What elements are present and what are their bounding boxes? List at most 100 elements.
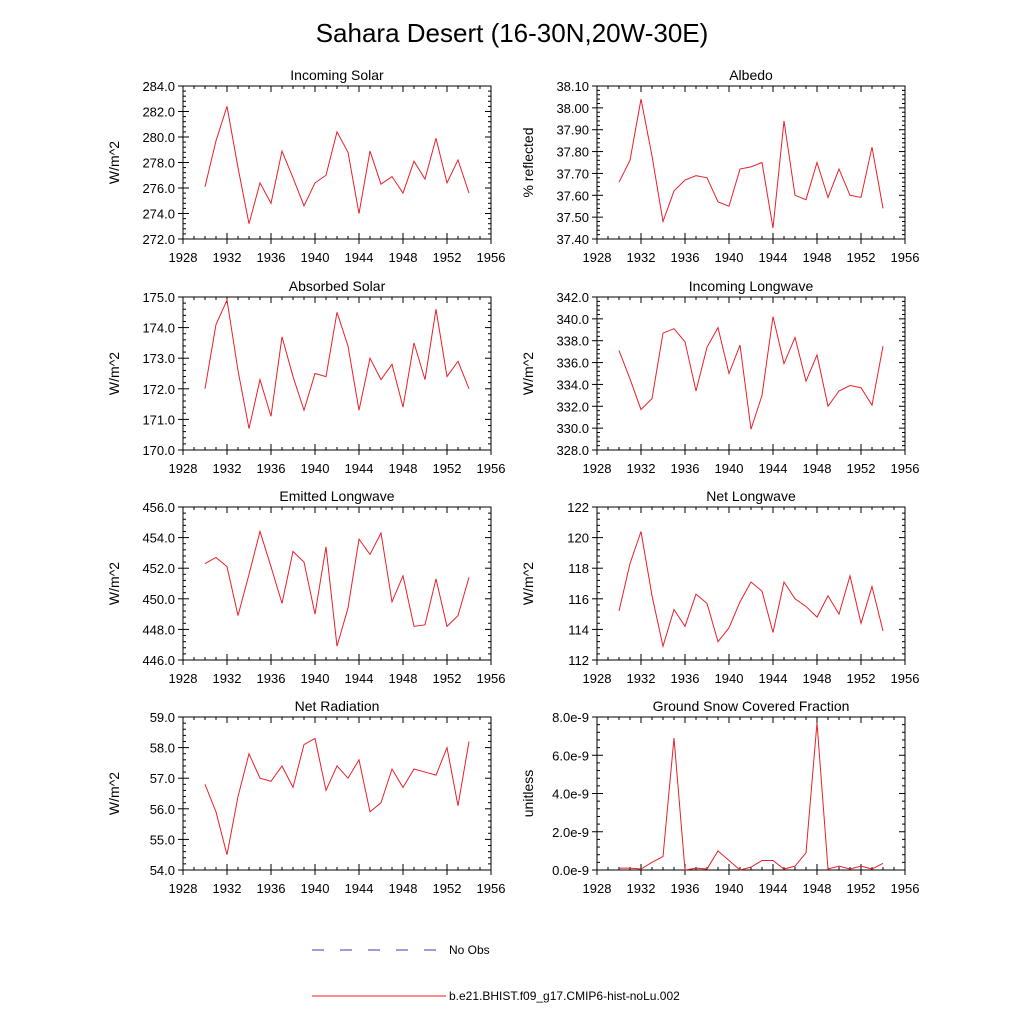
x-tick-label: 1936: [671, 881, 700, 896]
x-tick-label: 1944: [759, 671, 788, 686]
x-tick-label: 1944: [345, 250, 374, 265]
x-tick-label: 1928: [169, 250, 198, 265]
y-tick-label: 57.0: [150, 771, 175, 786]
x-tick-label: 1956: [891, 881, 920, 896]
y-tick-label: 37.60: [556, 188, 589, 203]
y-axis-label: W/m^2: [106, 141, 122, 184]
y-tick-label: 284.0: [142, 79, 175, 94]
x-tick-label: 1944: [759, 461, 788, 476]
series-line: [204, 106, 470, 224]
y-tick-label: 452.0: [142, 561, 175, 576]
panel-title: Incoming Solar: [290, 67, 384, 83]
x-tick-label: 1952: [433, 250, 462, 265]
series-line: [618, 531, 884, 649]
panel-title: Ground Snow Covered Fraction: [653, 698, 850, 714]
panel-title: Net Radiation: [295, 698, 380, 714]
x-tick-label: 1932: [213, 250, 242, 265]
panel-title: Emitted Longwave: [279, 488, 394, 504]
panel-incoming-longwave: Incoming Longwave W/m^2 1928 1932 1936 1940 19…: [520, 278, 919, 476]
y-axis-label: unitless: [520, 770, 536, 817]
y-tick-label: 446.0: [142, 653, 175, 668]
x-tick-label: 1932: [627, 461, 656, 476]
x-tick-label: 1944: [759, 250, 788, 265]
y-tick-label: 272.0: [142, 232, 175, 247]
y-tick-label: 37.40: [556, 232, 589, 247]
x-tick-label: 1928: [583, 671, 612, 686]
x-tick-label: 1936: [257, 881, 286, 896]
series-line: [204, 737, 470, 855]
y-tick-label: 6.0e-9: [552, 748, 589, 763]
legend-label-no-obs: No Obs: [449, 943, 490, 957]
x-tick-label: 1948: [389, 881, 418, 896]
y-tick-label: 55.0: [150, 832, 175, 847]
plot-frame: [596, 506, 906, 661]
panel-albedo: Albedo % reflected 1928 1932 1936 1940 1944 194…: [520, 67, 919, 265]
x-tick-label: 1956: [477, 461, 506, 476]
x-tick-label: 1940: [301, 881, 330, 896]
x-tick-label: 1948: [389, 250, 418, 265]
panel-absorbed-solar: Absorbed Solar W/m^2 1928 1932 1936 1940 1944 1…: [106, 278, 505, 476]
y-tick-label: 0.0e-9: [552, 863, 589, 878]
y-axis-label: W/m^2: [520, 352, 536, 395]
x-tick-label: 1940: [715, 671, 744, 686]
series-line: [619, 722, 884, 871]
x-tick-label: 1940: [301, 671, 330, 686]
y-tick-label: 456.0: [142, 500, 175, 515]
x-tick-label: 1936: [671, 250, 700, 265]
x-tick-label: 1948: [803, 461, 832, 476]
y-tick-label: 2.0e-9: [552, 825, 589, 840]
x-tick-label: 1956: [477, 671, 506, 686]
plot-frame: [182, 716, 492, 871]
y-tick-label: 172.0: [142, 382, 175, 397]
x-tick-label: 1944: [345, 671, 374, 686]
x-tick-label: 1936: [257, 671, 286, 686]
series-line: [618, 99, 884, 229]
panel-emitted-longwave: Emitted Longwave W/m^2 1928 1932 1936 1940 194…: [106, 488, 505, 686]
y-tick-label: 450.0: [142, 592, 175, 607]
y-tick-label: 274.0: [142, 207, 175, 222]
x-tick-label: 1928: [169, 671, 198, 686]
y-tick-label: 332.0: [556, 399, 589, 414]
x-tick-label: 1948: [803, 881, 832, 896]
plot-frame: [182, 85, 492, 240]
plot-frame: [182, 506, 492, 661]
panel-ground-snow-covered-fraction: Ground Snow Covered Fraction unitless 1928…: [520, 698, 919, 896]
x-tick-label: 1932: [627, 671, 656, 686]
y-axis-label: % reflected: [520, 127, 536, 197]
y-tick-label: 170.0: [142, 443, 175, 458]
x-tick-label: 1932: [213, 461, 242, 476]
y-tick-label: 122: [567, 500, 589, 515]
plot-frame: [596, 716, 906, 871]
y-tick-label: 114: [568, 622, 589, 637]
y-axis-label: W/m^2: [106, 352, 122, 395]
x-tick-label: 1940: [715, 881, 744, 896]
panel-title: Incoming Longwave: [689, 278, 814, 294]
y-tick-label: 116: [568, 592, 589, 607]
x-tick-label: 1928: [169, 881, 198, 896]
y-tick-label: 118: [568, 561, 589, 576]
plot-frame: [182, 296, 492, 451]
x-tick-label: 1952: [847, 881, 876, 896]
y-tick-label: 340.0: [556, 312, 589, 327]
y-tick-label: 8.0e-9: [552, 710, 589, 725]
y-tick-label: 342.0: [556, 290, 589, 305]
y-axis-label: W/m^2: [520, 562, 536, 605]
panel-incoming-solar: Incoming Solar W/m^2 1928 1932 1936 1940 1944 1…: [106, 67, 505, 265]
series-line: [204, 529, 470, 647]
x-tick-label: 1952: [433, 881, 462, 896]
y-tick-label: 38.10: [556, 79, 589, 94]
x-tick-label: 1936: [257, 250, 286, 265]
x-tick-label: 1956: [891, 461, 920, 476]
series-line: [204, 298, 470, 429]
legend: No Obs b.e21.BHIST.f09_g17.CMIP6-hist-no…: [312, 943, 680, 1003]
x-tick-label: 1936: [257, 461, 286, 476]
x-tick-label: 1956: [891, 671, 920, 686]
y-tick-label: 171.0: [142, 412, 175, 427]
x-tick-label: 1944: [345, 881, 374, 896]
x-tick-label: 1940: [715, 461, 744, 476]
x-tick-label: 1928: [583, 250, 612, 265]
x-tick-label: 1932: [627, 881, 656, 896]
y-tick-label: 173.0: [142, 351, 175, 366]
y-tick-label: 120: [567, 531, 589, 546]
